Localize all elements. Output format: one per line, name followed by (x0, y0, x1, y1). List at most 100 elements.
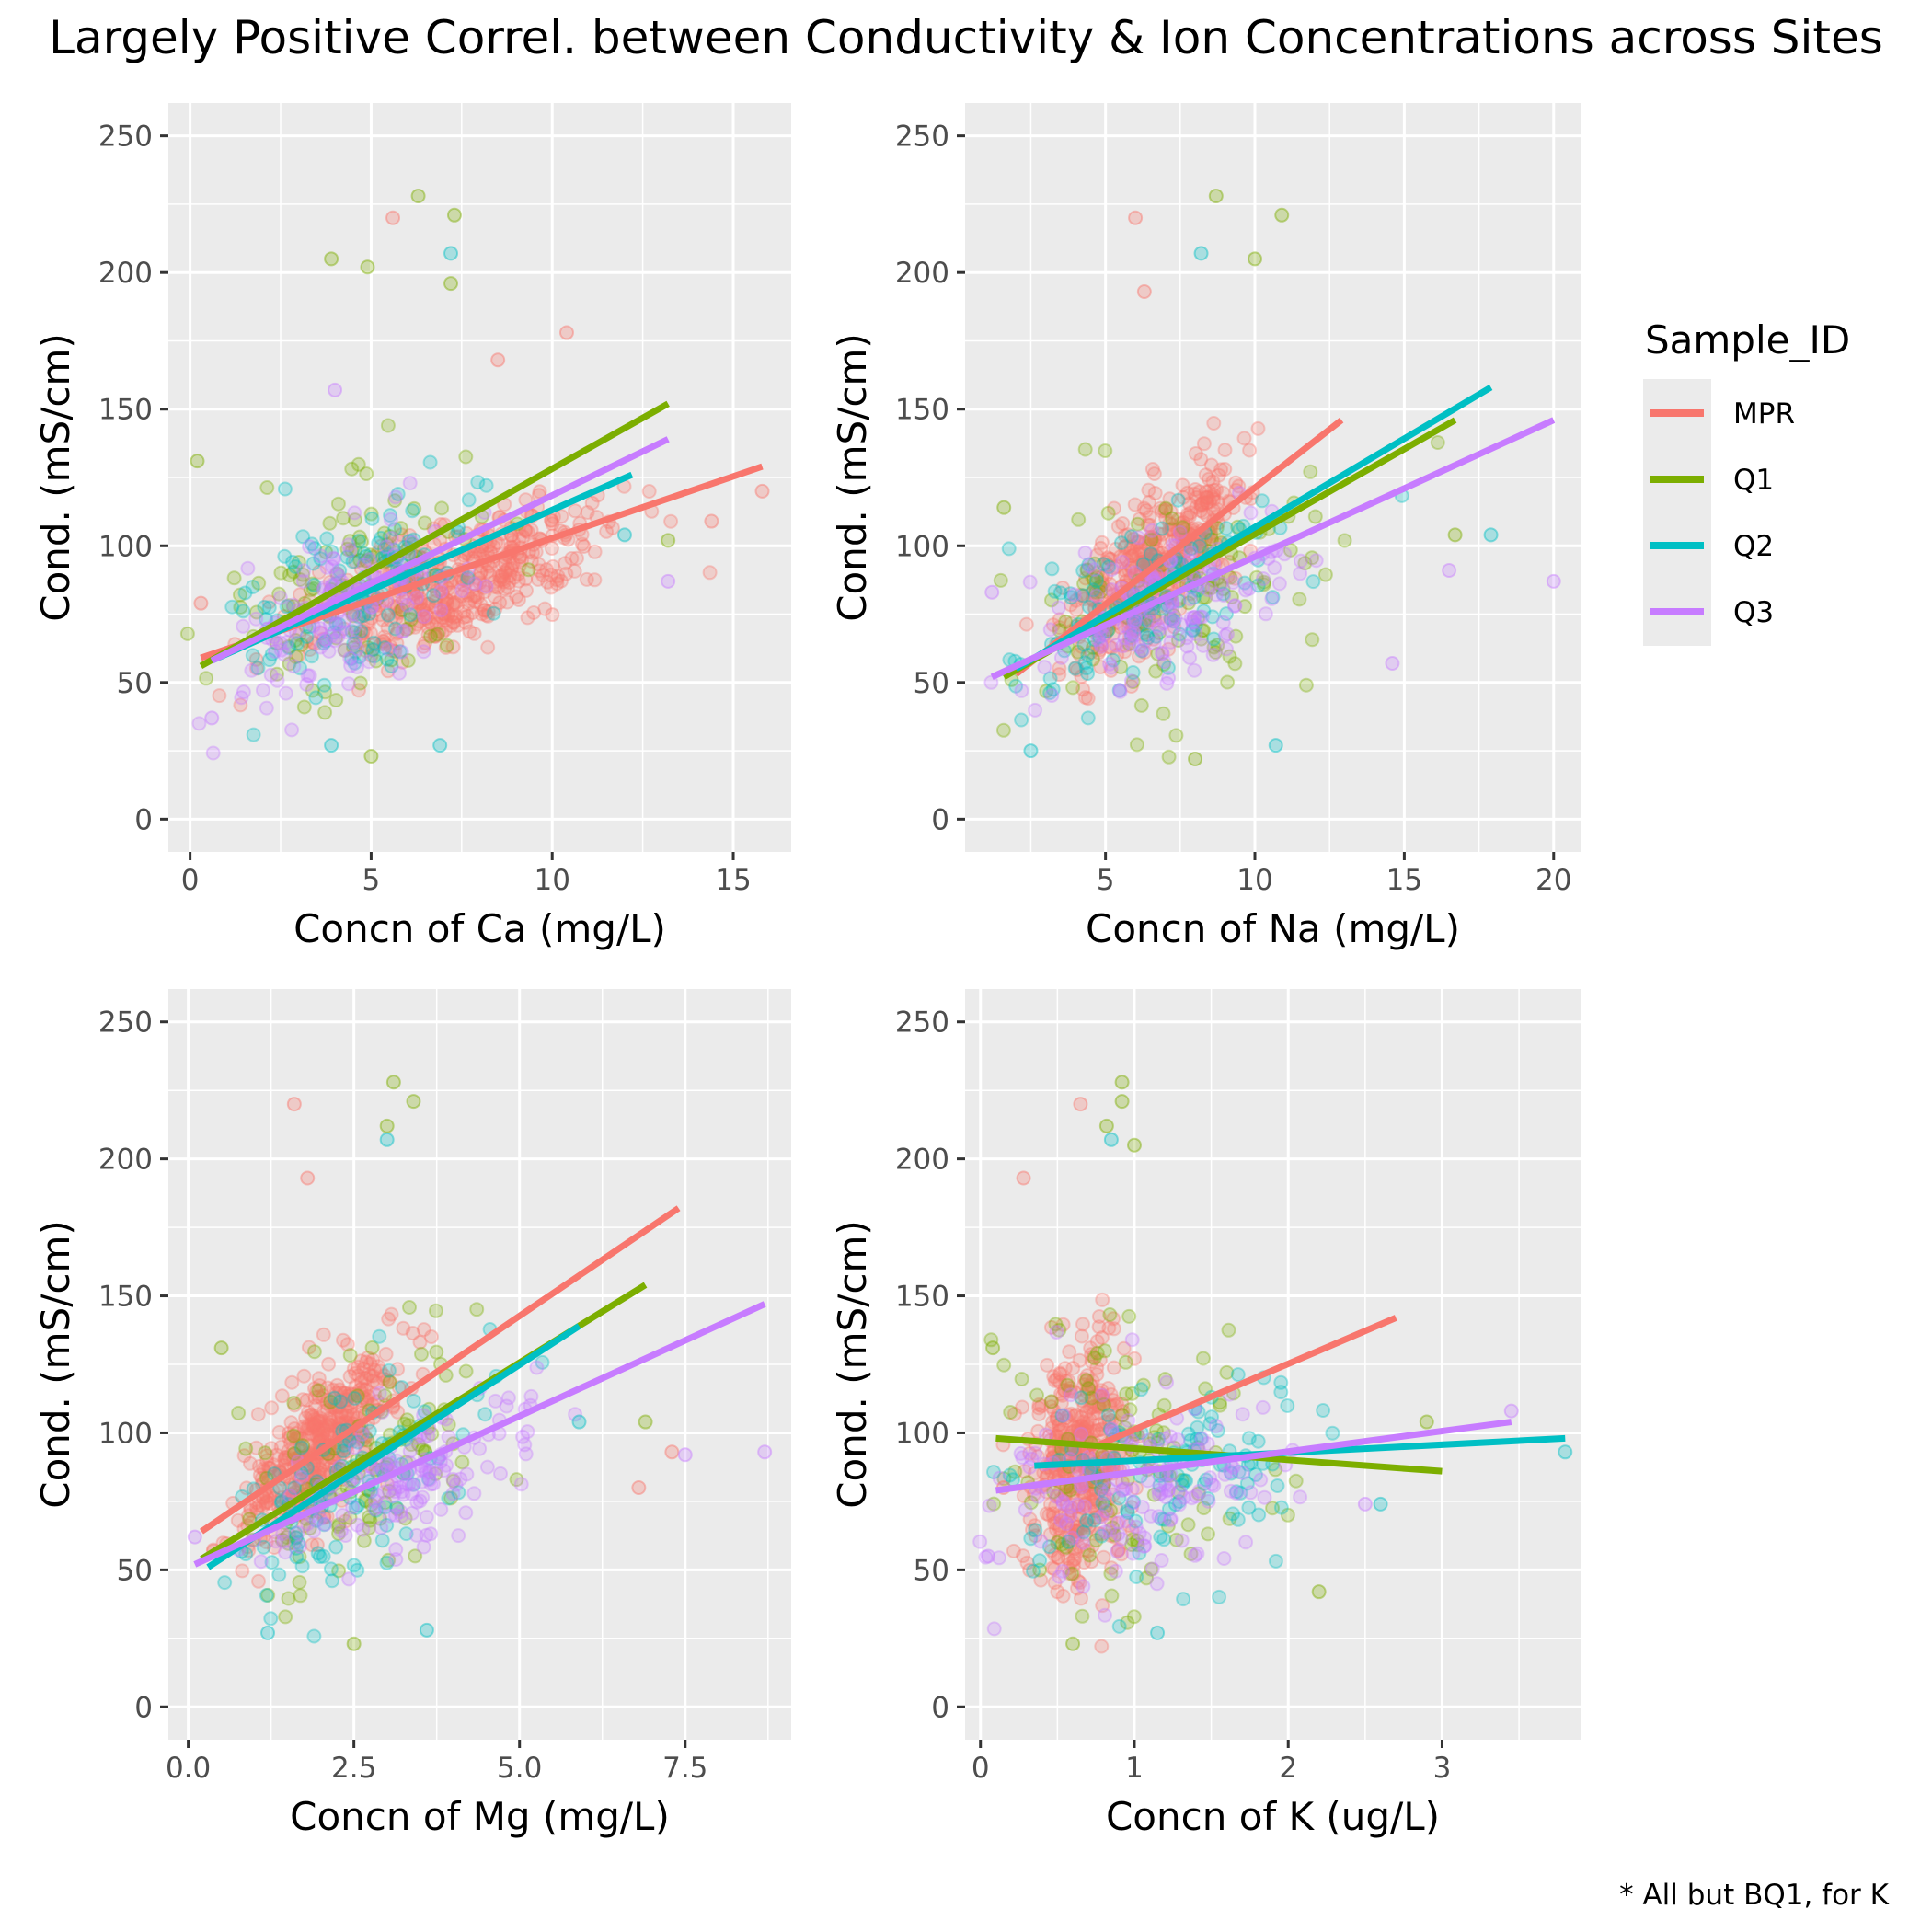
data-point-mpr (322, 574, 338, 590)
data-point-mpr (478, 607, 494, 623)
x-tick-label: 15 (1386, 864, 1422, 897)
panel-2: 0 50 100 150 200 250 5 10 15 20 Concn of Na (mg/L)… (830, 103, 1581, 951)
data-point-mpr (438, 592, 454, 607)
y-tick-label: 150 (98, 1281, 153, 1314)
data-point-mpr (1070, 662, 1085, 678)
data-point-mpr (460, 587, 476, 603)
data-point-q3 (1144, 1561, 1160, 1577)
data-point-q1 (1188, 751, 1203, 766)
data-point-mpr (286, 1097, 302, 1112)
data-point-q3 (1157, 1431, 1173, 1446)
data-point-q2 (616, 527, 632, 543)
data-point-q1 (351, 529, 367, 545)
data-point-mpr (492, 572, 508, 588)
y-axis-title: Cond. (mS/cm) (33, 1220, 78, 1509)
data-point-mpr (374, 637, 388, 652)
data-point-mpr (429, 610, 444, 625)
data-point-q2 (374, 1533, 390, 1548)
data-point-mpr (445, 615, 461, 630)
data-point-q2 (460, 570, 476, 586)
data-point-mpr (1073, 587, 1088, 603)
data-point-mpr (248, 651, 264, 667)
data-point-mpr (383, 612, 398, 627)
data-point-q3 (313, 548, 328, 564)
data-point-mpr (474, 606, 489, 622)
data-point-mpr (443, 618, 459, 634)
data-point-q3 (345, 1500, 361, 1515)
data-point-q2 (1026, 1563, 1041, 1579)
data-point-mpr (558, 566, 574, 581)
data-point-q2 (316, 636, 331, 651)
x-tick-label: 10 (1236, 864, 1272, 897)
data-point-q2 (306, 1628, 322, 1644)
data-point-q3 (1238, 582, 1253, 598)
data-point-q2 (1014, 712, 1029, 728)
y-tick-label: 0 (931, 803, 949, 836)
data-point-mpr (459, 571, 475, 587)
data-point-mpr (440, 596, 454, 612)
data-point-q1 (286, 564, 302, 580)
data-point-mpr (1128, 210, 1144, 225)
data-point-q3 (1136, 1538, 1152, 1554)
data-point-q2 (358, 548, 374, 564)
data-point-q1 (1121, 1308, 1137, 1324)
data-point-q1 (1248, 251, 1263, 267)
data-point-q3 (1385, 656, 1400, 672)
data-point-q2 (331, 616, 347, 632)
data-point-q1 (288, 650, 304, 664)
data-point-q3 (1146, 636, 1162, 651)
data-point-mpr (393, 602, 408, 617)
data-point-q3 (478, 579, 494, 594)
data-point-q3 (1152, 621, 1167, 637)
data-point-q2 (1129, 1570, 1144, 1584)
data-point-q3 (1037, 660, 1052, 675)
data-point-q1 (1292, 592, 1307, 607)
data-point-q2 (328, 616, 344, 632)
data-point-q3 (379, 1457, 394, 1473)
data-point-mpr (569, 550, 584, 566)
data-point-mpr (377, 636, 392, 651)
data-point-mpr (482, 568, 498, 583)
x-axis-title: Concn of K (ug/L) (1106, 1794, 1440, 1839)
data-point-q3 (1172, 1484, 1188, 1500)
data-point-mpr (385, 643, 401, 659)
data-point-mpr (251, 1573, 266, 1589)
data-point-q1 (1114, 1094, 1130, 1110)
data-point-q1 (1003, 1405, 1018, 1420)
data-point-q2 (1100, 1408, 1116, 1423)
data-point-q2 (478, 477, 494, 493)
data-point-q2 (383, 508, 398, 523)
data-point-q2 (477, 1407, 493, 1422)
data-point-mpr (490, 580, 506, 595)
data-point-q3 (1113, 1531, 1129, 1547)
data-point-mpr (296, 1368, 312, 1384)
data-point-q3 (451, 1528, 466, 1544)
data-point-mpr (299, 633, 315, 649)
data-point-q2 (403, 607, 419, 623)
data-point-q1 (346, 640, 361, 656)
data-point-q1 (311, 1383, 327, 1398)
data-point-q3 (1208, 1419, 1224, 1434)
data-point-q1 (251, 575, 267, 591)
data-point-mpr (1086, 585, 1100, 601)
data-point-q3 (523, 1388, 539, 1404)
data-point-q2 (362, 606, 377, 621)
data-point-q3 (1049, 1325, 1064, 1340)
data-point-mpr (300, 1170, 316, 1186)
data-point-q1 (199, 671, 214, 686)
data-point-q2 (381, 1363, 397, 1378)
data-point-q3 (279, 635, 294, 650)
data-point-mpr (500, 561, 515, 577)
data-point-mpr (1127, 497, 1143, 512)
data-point-q3 (296, 563, 312, 579)
data-point-q3 (286, 659, 302, 674)
data-point-mpr (316, 1327, 331, 1342)
data-point-mpr (396, 597, 411, 612)
data-point-mpr (558, 556, 573, 571)
data-point-q3 (515, 1429, 531, 1444)
data-point-mpr (361, 616, 376, 631)
data-point-mpr (434, 585, 450, 601)
data-point-mpr (212, 688, 227, 704)
data-point-q3 (458, 1505, 474, 1521)
